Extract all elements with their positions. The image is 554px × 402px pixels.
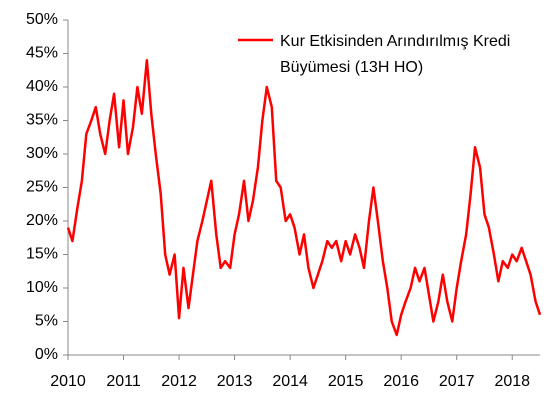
y-tick-label: 30% — [26, 145, 58, 162]
y-tick-label: 40% — [26, 78, 58, 95]
y-tick-label: 50% — [26, 11, 58, 28]
data-line — [66, 58, 542, 337]
x-tick-label: 2018 — [494, 373, 530, 390]
x-tick-label: 2015 — [328, 373, 364, 390]
y-tick-label: 45% — [26, 45, 58, 62]
y-tick-label: 35% — [26, 112, 58, 129]
y-tick-label: 10% — [26, 279, 58, 296]
y-tick-label: 0% — [35, 346, 58, 363]
x-tick-label: 2010 — [50, 373, 86, 390]
x-tick-label: 2013 — [217, 373, 253, 390]
legend-label: Kur Etkisinden Arındırılmış Kredi Büyüme… — [280, 33, 511, 76]
y-tick-label: 25% — [26, 179, 58, 196]
x-tick-label: 2014 — [272, 373, 308, 390]
y-tick-label: 5% — [35, 313, 58, 330]
x-tick-label: 2017 — [439, 373, 475, 390]
x-tick-label: 2011 — [106, 373, 141, 390]
x-tick-label: 2012 — [161, 373, 197, 390]
y-tick-label: 15% — [26, 246, 58, 263]
x-tick-label: 2016 — [383, 373, 419, 390]
y-tick-label: 20% — [26, 212, 58, 229]
